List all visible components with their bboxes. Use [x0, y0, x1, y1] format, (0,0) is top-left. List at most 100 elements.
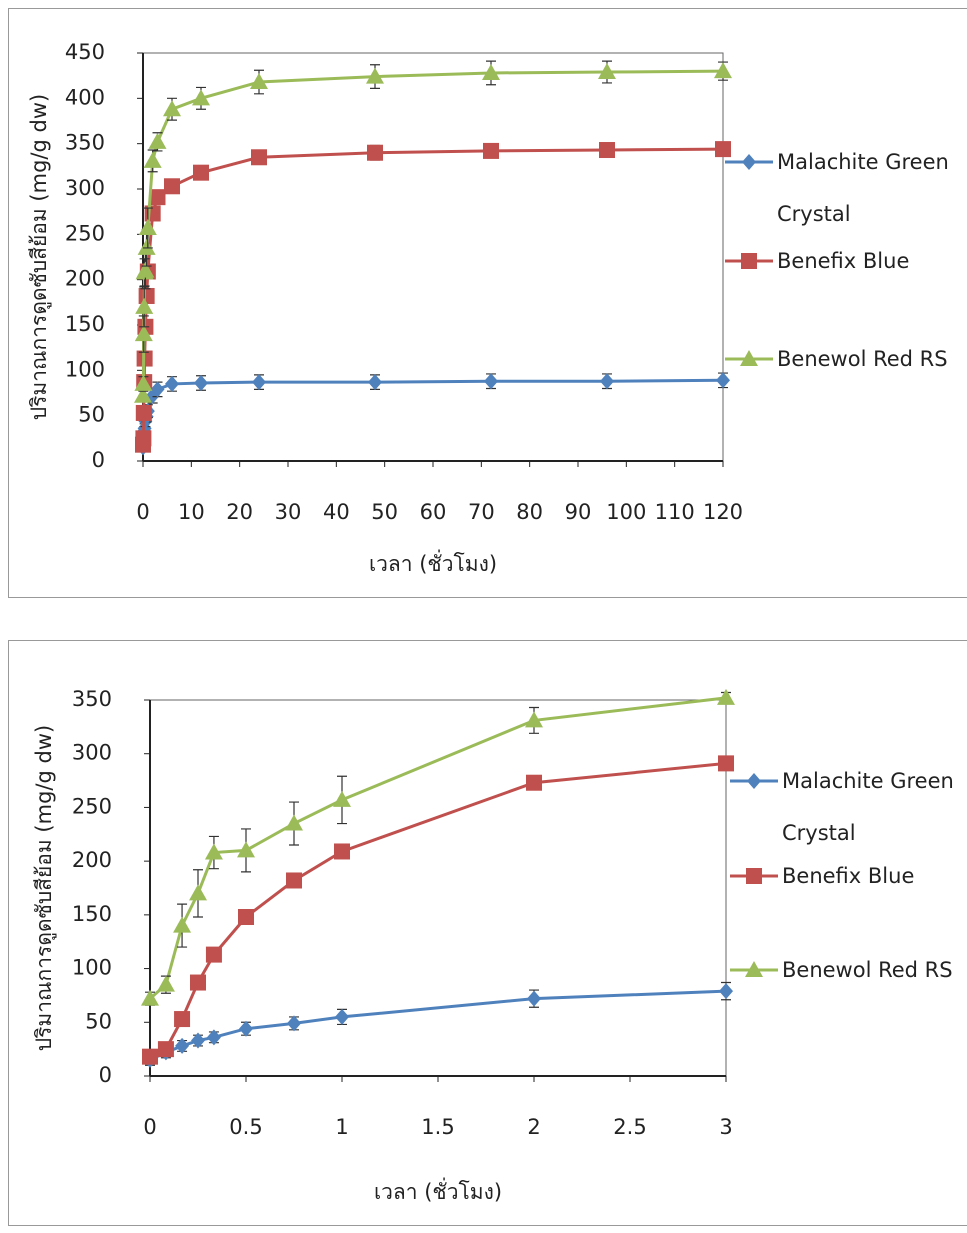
marker [175, 1037, 190, 1054]
y-tick-label: 350 [72, 687, 112, 711]
plot-frame [142, 52, 724, 462]
marker [193, 164, 209, 181]
marker [482, 63, 500, 80]
x-tick-label: 0.5 [229, 1115, 262, 1139]
marker [157, 1041, 174, 1058]
legend-label: Malachite Green Crystal [777, 150, 949, 226]
y-tick-label: 400 [65, 85, 105, 109]
y-tick-label: 100 [72, 956, 112, 980]
marker [286, 872, 302, 889]
x-axis-label: เวลา (ชั่วโมง) [369, 549, 497, 576]
marker [190, 974, 206, 991]
x-tick-label: 3 [719, 1115, 732, 1139]
marker [156, 975, 175, 992]
marker [333, 790, 351, 807]
x-tick-label: 40 [323, 500, 350, 524]
y-tick-label: 150 [65, 312, 105, 336]
x-tick-label: 50 [371, 500, 398, 524]
series-line [149, 761, 727, 1059]
x-axis-label: เวลา (ชั่วโมง) [374, 1177, 502, 1204]
marker [250, 73, 268, 90]
marker [134, 374, 153, 391]
x-tick-label: 100 [606, 500, 646, 524]
marker [134, 386, 152, 403]
marker [135, 430, 152, 447]
marker [367, 144, 383, 161]
marker [598, 63, 616, 80]
y-tick-label: 450 [65, 40, 105, 64]
x-tick-label: 0 [143, 1115, 156, 1139]
x-tick-label: 1 [335, 1115, 348, 1139]
y-tick-label: 50 [78, 403, 105, 427]
marker [194, 375, 208, 392]
legend-marker [745, 961, 763, 977]
y-tick-label: 350 [65, 131, 105, 155]
marker [717, 688, 735, 705]
marker [150, 381, 165, 398]
x-tick-label: 2.5 [613, 1115, 646, 1139]
y-tick-label: 300 [65, 176, 105, 200]
marker [137, 238, 156, 255]
marker [143, 151, 162, 168]
marker [483, 142, 499, 159]
legend-marker [746, 868, 762, 884]
chart-panel [8, 8, 967, 598]
marker [287, 1015, 301, 1032]
y-tick-label: 0 [99, 1063, 112, 1087]
legend-marker [742, 154, 756, 170]
x-tick-label: 110 [655, 500, 695, 524]
marker [714, 62, 732, 79]
legend-label: Benewol Red RS [777, 347, 948, 371]
marker [141, 989, 159, 1006]
y-tick-label: 100 [65, 357, 105, 381]
series-line [141, 378, 724, 448]
marker [138, 287, 155, 304]
marker [191, 1032, 205, 1049]
series-line [141, 147, 724, 445]
marker [526, 774, 542, 791]
marker [192, 89, 210, 106]
marker [164, 178, 180, 195]
marker [163, 100, 181, 117]
series-line [141, 69, 724, 396]
series-line [149, 989, 727, 1062]
marker [599, 142, 615, 159]
y-tick-label: 200 [72, 848, 112, 872]
marker [189, 884, 207, 901]
marker [237, 841, 255, 858]
marker [173, 916, 192, 933]
legend-marker [741, 253, 757, 269]
legend-marker [740, 350, 758, 366]
marker [719, 983, 733, 1000]
marker [138, 218, 157, 235]
marker [366, 67, 384, 84]
x-tick-label: 30 [275, 500, 302, 524]
marker [206, 1029, 221, 1046]
marker [142, 1048, 158, 1065]
x-tick-label: 80 [516, 500, 543, 524]
plot-frame [149, 699, 727, 1077]
marker [149, 189, 166, 206]
marker [252, 374, 266, 391]
marker [238, 909, 254, 926]
marker [205, 946, 222, 963]
x-tick-label: 2 [527, 1115, 540, 1139]
marker [716, 372, 730, 389]
y-axis-label: ปริมาณการดูดซับสีย้อม (mg/g dw) [32, 725, 57, 1051]
marker [174, 1011, 191, 1028]
x-tick-label: 1.5 [421, 1115, 454, 1139]
y-tick-label: 150 [72, 902, 112, 926]
x-tick-label: 90 [565, 500, 592, 524]
x-tick-label: 120 [703, 500, 743, 524]
x-tick-label: 70 [468, 500, 495, 524]
marker [204, 843, 223, 860]
series-line [149, 696, 727, 1000]
marker [368, 374, 382, 391]
legend-label: Benewol Red RS [782, 958, 953, 982]
marker [135, 404, 152, 421]
y-tick-label: 250 [72, 794, 112, 818]
legend-label: Benefix Blue [782, 864, 915, 888]
marker [148, 132, 167, 149]
y-tick-label: 300 [72, 741, 112, 765]
